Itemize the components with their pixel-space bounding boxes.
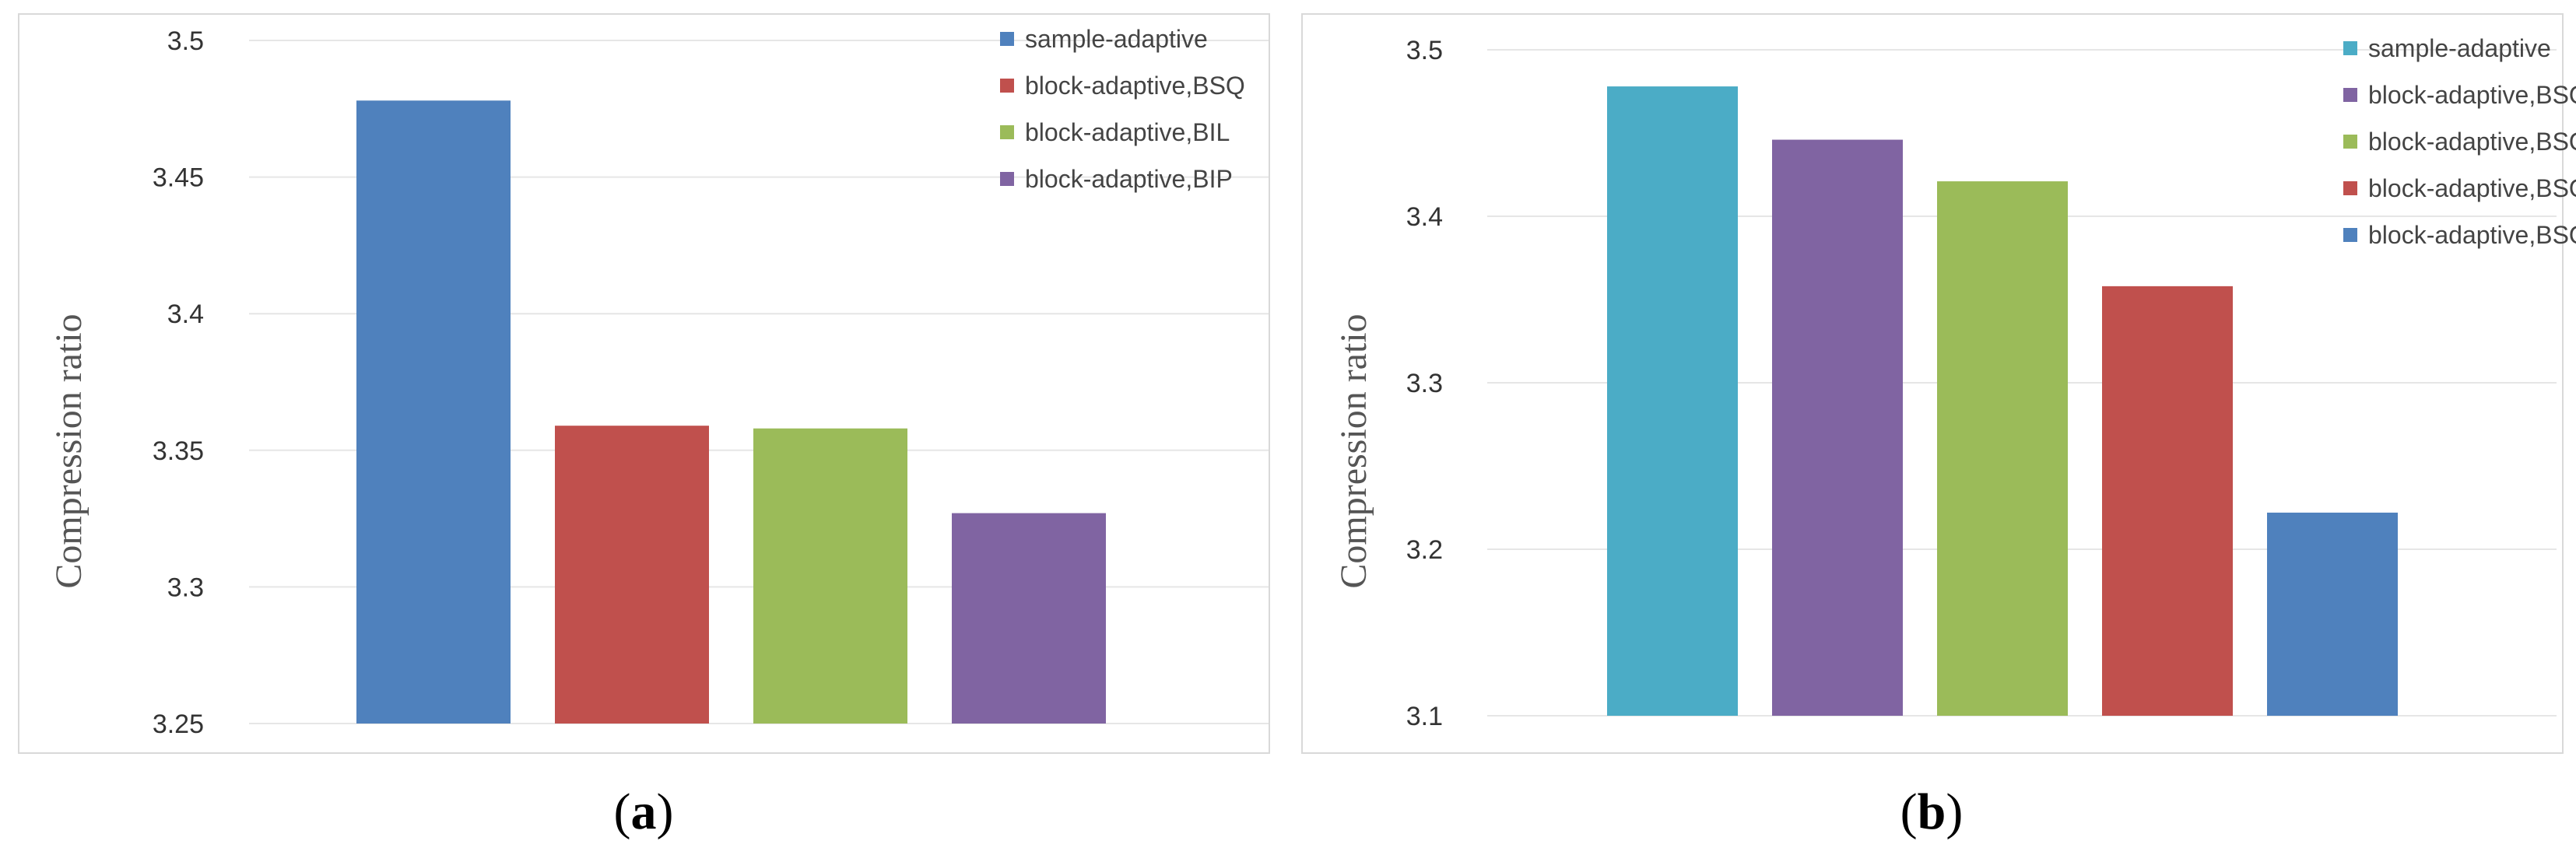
bar-block-adaptive-bsq-j-32 [1937,181,2068,716]
chart-panel-b: 3.1 3.2 3.3 3.4 3.5 Compression ratio sample… [1288,0,2576,855]
y-tick-label: 3.35 [153,436,204,466]
legend-label: sample-adaptive [1025,25,1208,53]
bar-block-adaptive-bsq-j-16 [2102,286,2233,716]
chart-panel-a: 3.25 3.3 3.35 3.4 3.45 3.5 Compression ratio … [18,13,1270,840]
y-tick-label: 3.3 [1406,369,1443,398]
legend-swatch [2343,181,2357,195]
legend-swatch [2343,135,2357,149]
chart-a-bars [356,100,1106,724]
chart-a-ylabel: Compression ratio [48,314,89,588]
legend-swatch [1000,79,1014,93]
legend-label: block-adaptive,BSQ,J=32 [2368,128,2576,156]
bar-block-adaptive-bsq-j-8 [2267,512,2398,716]
legend-swatch [1000,172,1014,186]
y-tick-label: 3.45 [153,163,204,193]
legend-label: block-adaptive,BSQ,J=16 [2368,174,2576,202]
legend-label: block-adaptive,BIP [1025,165,1233,193]
legend-label: sample-adaptive [2368,34,2551,62]
legend-swatch [2343,41,2357,55]
chart-a-svg: 3.253.33.353.43.453.5 Compression ratio … [18,13,1270,840]
caption-b-open: ( [1900,783,1918,840]
legend-swatch [1000,32,1014,46]
caption-b: (b) [1900,783,1964,840]
chart-b-yticks: 3.1 3.2 3.3 3.4 3.5 [1406,36,1443,731]
caption-a-letter: a [631,783,657,840]
y-tick-label: 3.3 [167,573,204,602]
caption-b-close: ) [1946,783,1963,840]
chart-a-yticks: 3.25 3.3 3.35 3.4 3.45 3.5 [153,26,204,739]
y-tick-label: 3.1 [1406,702,1443,731]
chart-b-ylabel: Compression ratio [1333,314,1374,588]
y-tick-label: 3.2 [1406,535,1443,565]
legend-label: block-adaptive,BIL [1025,118,1230,146]
bar-block-adaptive-bsq-j-64 [1772,139,1903,716]
y-tick-label: 3.4 [1406,202,1443,232]
legend-swatch [2343,88,2357,102]
legend-swatch [1000,125,1014,139]
bar-block-adaptive-bip [952,513,1106,724]
caption-a-open: ( [614,783,631,840]
bar-block-adaptive-bil [753,428,907,724]
caption-a-close: ) [657,783,674,840]
bar-block-adaptive-bsq [555,426,709,724]
caption-a: (a) [614,783,674,840]
legend-label: block-adaptive,BSQ [1025,72,1245,100]
chart-b-bars [1607,86,2398,716]
chart-a-legend: sample-adaptive block-adaptive,BSQ block-a… [1000,25,1245,193]
chart-b-svg: 3.1 3.2 3.3 3.4 3.5 Compression ratio sample… [1301,13,2576,840]
caption-b-letter: b [1918,783,1946,840]
bar-sample-adaptive [1607,86,1738,716]
y-tick-label: 3.5 [1406,36,1443,65]
chart-b-legend: sample-adaptive block-adaptive,BSQ,J=64 bl… [2343,34,2576,249]
y-tick-label: 3.4 [167,300,204,329]
y-tick-label: 3.5 [167,26,204,56]
y-tick-label: 3.25 [153,710,204,739]
legend-label: block-adaptive,BSQ,J=64 [2368,81,2576,109]
bar-sample-adaptive [356,100,511,724]
legend-label: block-adaptive,BSQ,J=8 [2368,221,2576,249]
legend-swatch [2343,228,2357,242]
